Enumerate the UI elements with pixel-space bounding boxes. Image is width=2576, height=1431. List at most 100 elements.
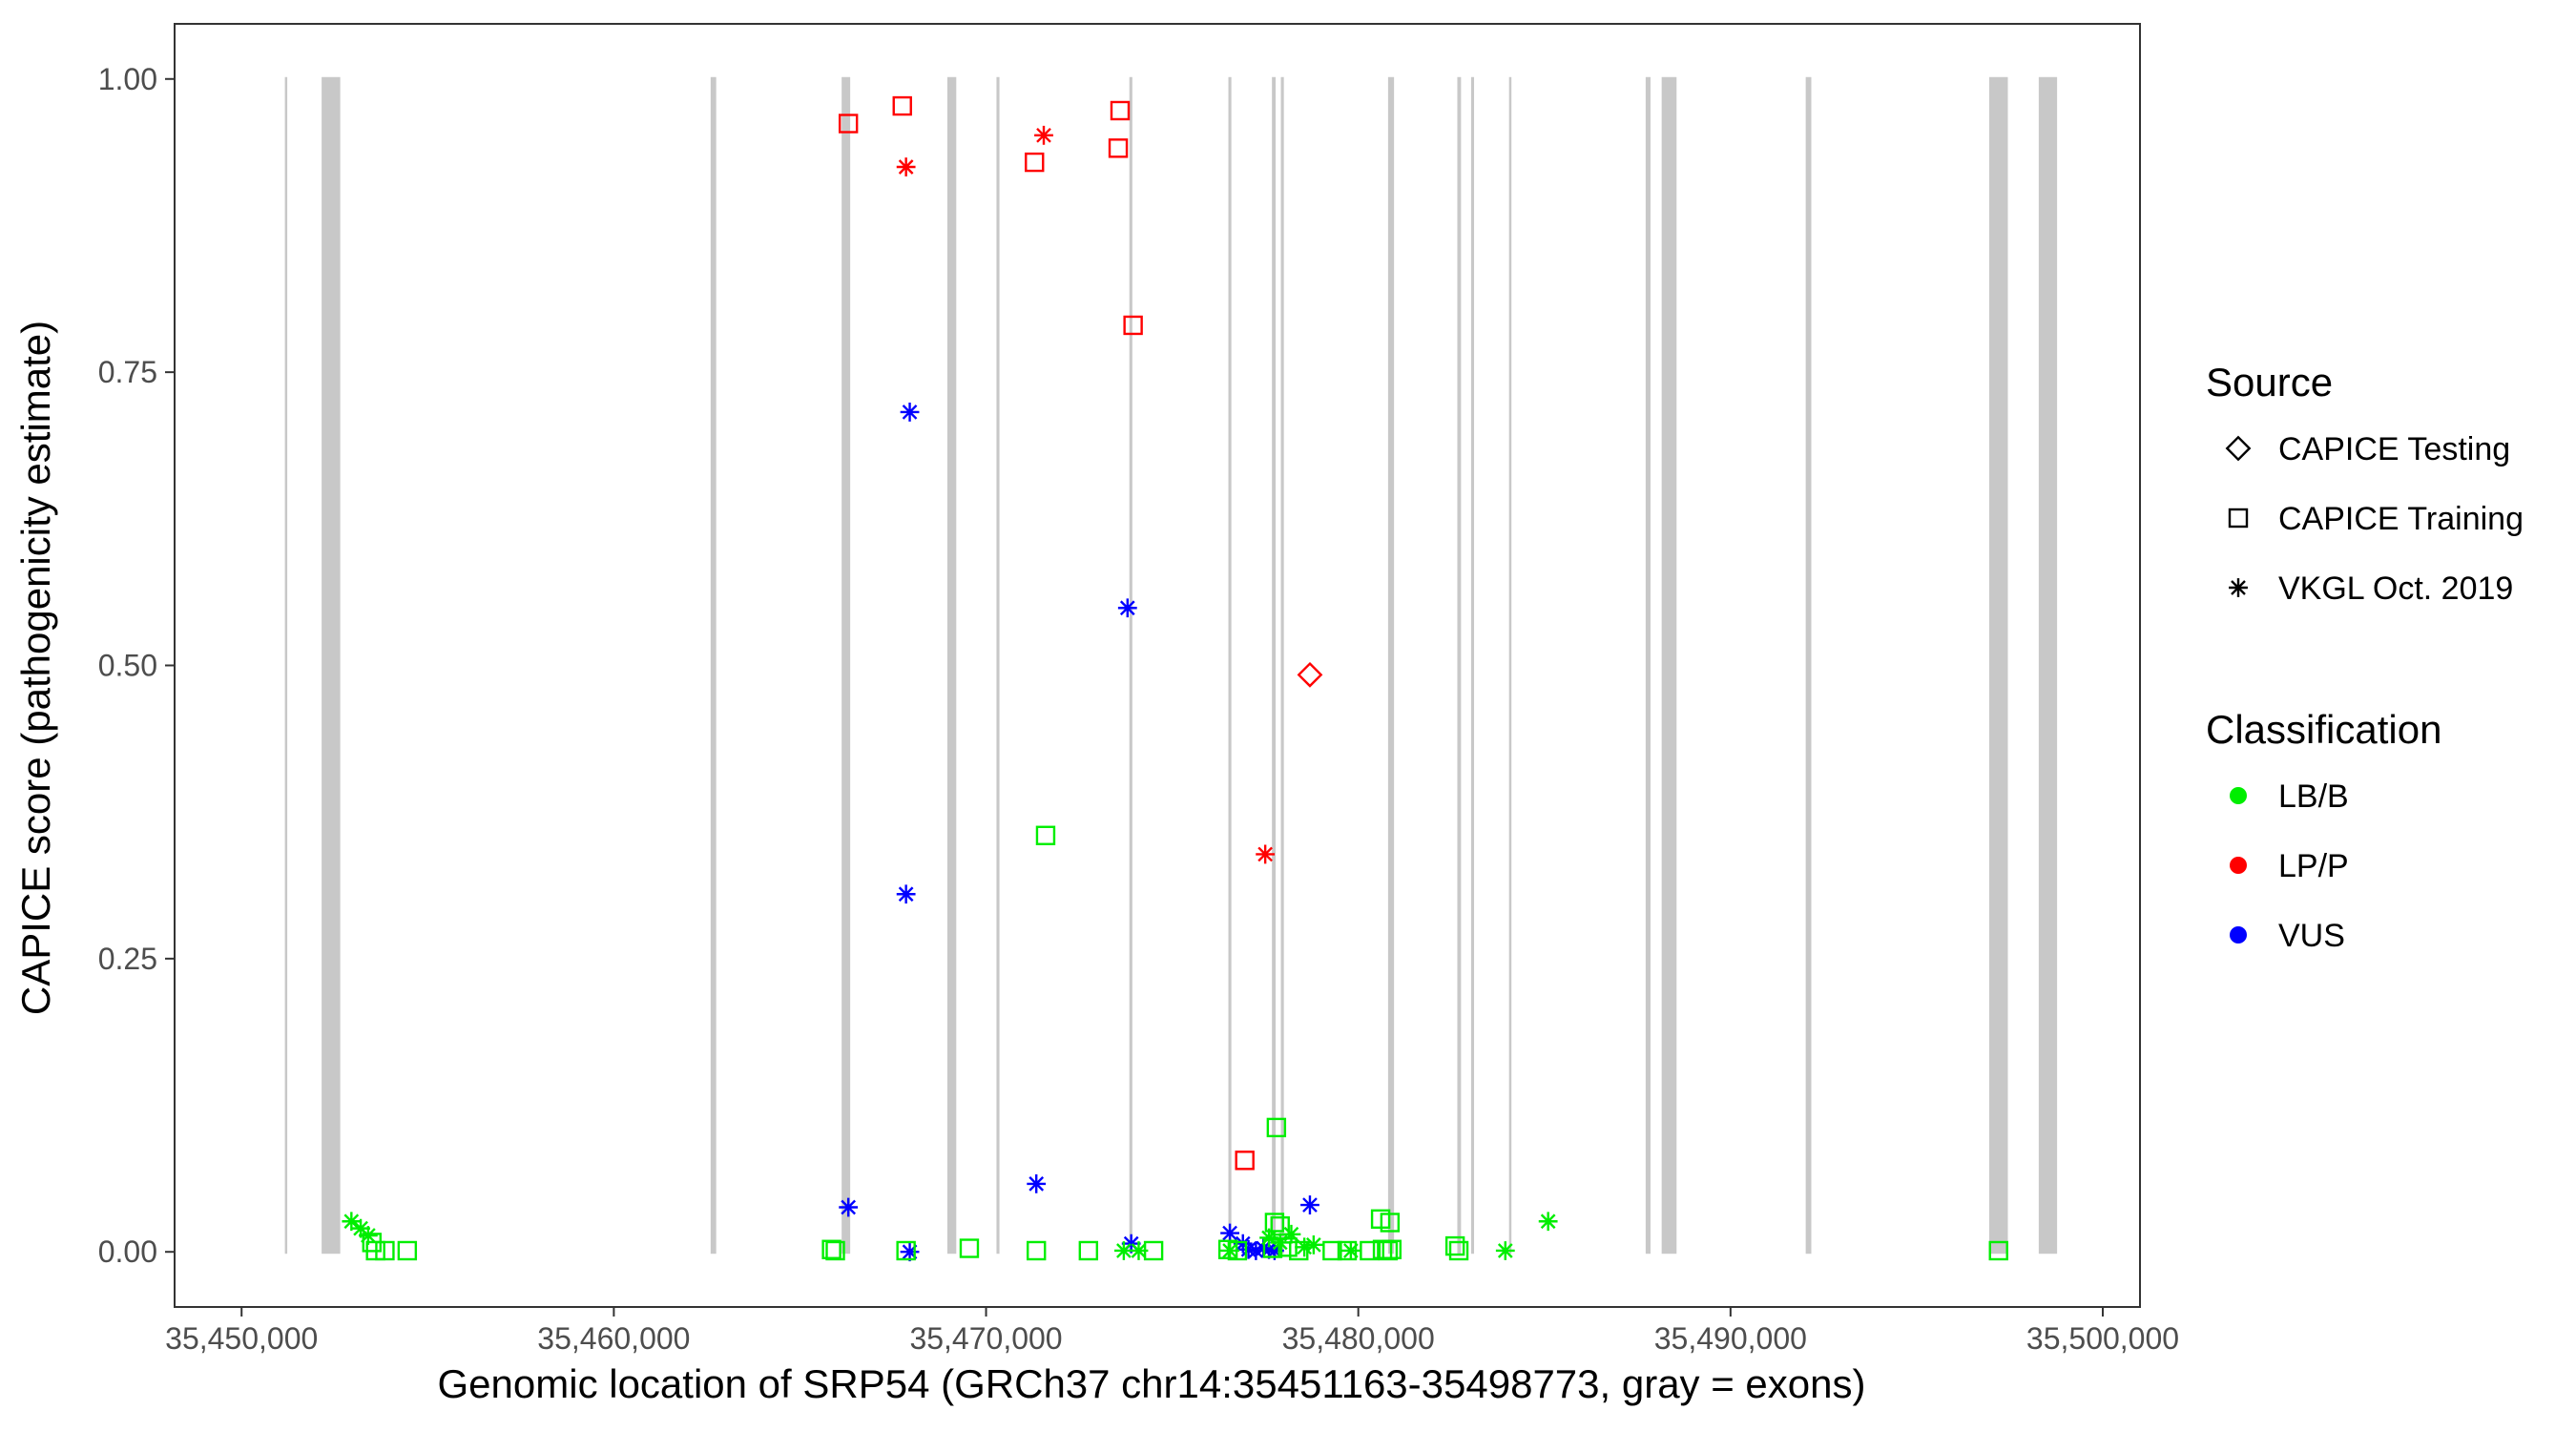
legend-label-source: CAPICE Training bbox=[2278, 501, 2524, 537]
data-point bbox=[1281, 1224, 1301, 1244]
data-point bbox=[1235, 1151, 1255, 1171]
data-point bbox=[397, 1240, 418, 1261]
exon-band bbox=[946, 76, 957, 1255]
data-point bbox=[342, 1212, 362, 1232]
exon-band bbox=[1470, 76, 1475, 1255]
axes: 35,450,000 35,460,000 35,470,000 35,480,000… bbox=[98, 62, 2179, 1356]
data-point bbox=[358, 1226, 378, 1245]
legend-key-dot bbox=[2230, 926, 2247, 944]
data-point bbox=[1300, 1195, 1319, 1214]
data-point bbox=[1246, 1241, 1266, 1260]
exon-band bbox=[1661, 76, 1677, 1255]
legend-key-square bbox=[2228, 508, 2249, 529]
exon-band bbox=[1228, 76, 1232, 1255]
data-point bbox=[1123, 315, 1143, 336]
y-axis-title: CAPICE score (pathogenicity estimate) bbox=[13, 321, 58, 1015]
data-point bbox=[900, 403, 920, 422]
exon-band bbox=[322, 76, 341, 1255]
data-point bbox=[1121, 1234, 1141, 1254]
x-axis-title: Genomic location of SRP54 (GRCh37 chr14:… bbox=[438, 1361, 1866, 1406]
exon-band bbox=[996, 76, 1000, 1255]
data-point bbox=[1129, 1241, 1149, 1260]
data-point bbox=[1538, 1212, 1558, 1232]
y-tick-label: 0.75 bbox=[98, 355, 157, 389]
data-point bbox=[1027, 1174, 1047, 1193]
data-point bbox=[900, 1242, 920, 1262]
legend-label-classification: LB/B bbox=[2278, 778, 2349, 815]
data-point bbox=[892, 95, 912, 116]
data-point bbox=[896, 157, 916, 176]
data-point bbox=[1220, 1241, 1239, 1260]
exon-band bbox=[1280, 76, 1284, 1255]
data-point bbox=[1259, 1228, 1278, 1248]
x-tick-label: 35,450,000 bbox=[165, 1321, 318, 1356]
data-point bbox=[896, 1240, 916, 1261]
data-point bbox=[896, 884, 916, 904]
exon-band bbox=[1129, 76, 1132, 1255]
plot-panel bbox=[174, 23, 2141, 1308]
data-point bbox=[1495, 1241, 1515, 1260]
y-tick-label: 0.50 bbox=[98, 649, 157, 683]
exon-band bbox=[1387, 76, 1395, 1255]
data-point bbox=[1034, 125, 1053, 145]
data-point bbox=[959, 1238, 980, 1258]
data-point bbox=[1378, 1240, 1399, 1261]
data-point bbox=[839, 1197, 859, 1217]
legend-key-dot bbox=[2230, 787, 2247, 804]
data-point bbox=[1988, 1240, 2008, 1261]
data-point bbox=[1238, 1239, 1258, 1259]
legend-label-classification: LP/P bbox=[2278, 848, 2349, 884]
data-point bbox=[1035, 825, 1056, 845]
data-point bbox=[1270, 1233, 1290, 1253]
legend-key-diamond bbox=[2225, 435, 2252, 462]
exon-band bbox=[1805, 76, 1812, 1255]
data-point bbox=[1108, 138, 1129, 158]
data-point bbox=[1448, 1240, 1469, 1261]
data-point bbox=[1266, 1117, 1287, 1138]
data-point bbox=[1259, 1239, 1278, 1259]
legend-label-source: CAPICE Testing bbox=[2278, 431, 2510, 467]
exon-band bbox=[1988, 76, 2008, 1255]
x-tick-label: 35,500,000 bbox=[2026, 1321, 2179, 1356]
data-point bbox=[1303, 1234, 1323, 1255]
exon-band bbox=[841, 76, 851, 1255]
data-point bbox=[1220, 1223, 1239, 1243]
y-tick-label: 1.00 bbox=[98, 62, 157, 96]
legend-label-source: VKGL Oct. 2019 bbox=[2278, 570, 2513, 607]
panel-border bbox=[174, 23, 2141, 1308]
data-point bbox=[375, 1240, 395, 1261]
exon-band bbox=[2038, 76, 2058, 1255]
legend-label-classification: VUS bbox=[2278, 918, 2345, 954]
data-point bbox=[1340, 1241, 1361, 1260]
data-point bbox=[1322, 1240, 1342, 1261]
exon-band bbox=[1508, 76, 1512, 1255]
data-point bbox=[1117, 598, 1137, 618]
data-point bbox=[1113, 1241, 1133, 1260]
x-tick-label: 35,490,000 bbox=[1654, 1321, 1807, 1356]
data-point bbox=[1380, 1213, 1401, 1233]
x-tick-label: 35,480,000 bbox=[1282, 1321, 1435, 1356]
x-tick-label: 35,460,000 bbox=[537, 1321, 690, 1356]
legend-key-asterisk bbox=[2229, 578, 2248, 597]
data-point bbox=[1025, 152, 1045, 173]
exon-band bbox=[1457, 76, 1462, 1255]
data-point bbox=[838, 114, 859, 134]
legend: Source CAPICE Testing CAPICE Training VKGL … bbox=[2206, 360, 2524, 954]
exon-band bbox=[284, 76, 288, 1255]
data-point bbox=[1381, 1239, 1402, 1259]
data-point bbox=[1360, 1240, 1380, 1261]
legend-title-source: Source bbox=[2206, 360, 2333, 404]
data-point bbox=[1078, 1240, 1099, 1261]
legend-key-dot bbox=[2230, 857, 2247, 874]
x-tick-label: 35,470,000 bbox=[909, 1321, 1062, 1356]
exon-band bbox=[1272, 76, 1277, 1255]
data-point bbox=[1256, 844, 1276, 864]
data-point bbox=[1444, 1235, 1465, 1256]
data-point bbox=[1297, 661, 1323, 688]
exon-band bbox=[1645, 76, 1651, 1255]
data-point bbox=[351, 1218, 370, 1238]
data-point bbox=[1110, 100, 1131, 121]
exon-band bbox=[710, 76, 717, 1255]
legend-title-classification: Classification bbox=[2206, 707, 2441, 752]
